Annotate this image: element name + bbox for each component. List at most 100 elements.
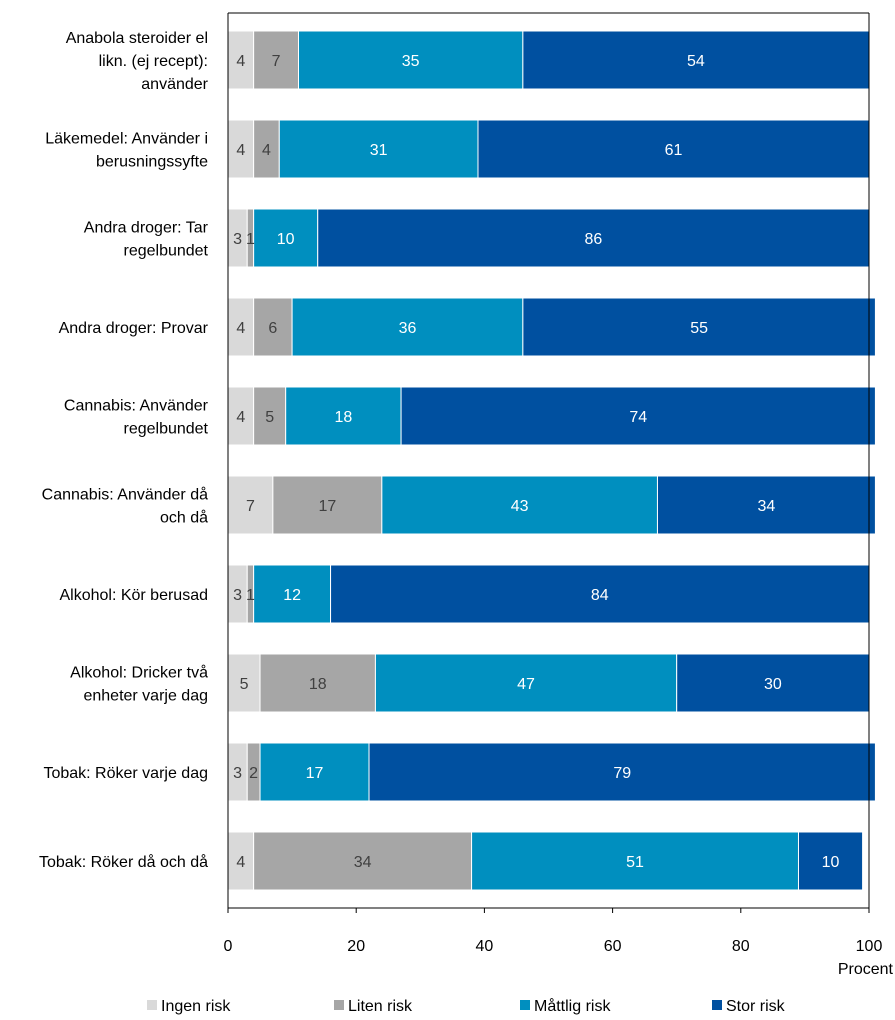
data-label: 4 (236, 854, 245, 871)
x-tick-label: 60 (604, 938, 622, 955)
x-tick-label: 80 (732, 938, 750, 955)
x-tick-label: 40 (476, 938, 494, 955)
data-label: 18 (334, 409, 352, 426)
data-label: 5 (265, 409, 274, 426)
bar-segment (227, 475, 274, 535)
data-label: 74 (629, 409, 647, 426)
data-label: 86 (584, 231, 602, 248)
data-label: 10 (822, 854, 840, 871)
bar-segment (368, 742, 876, 802)
data-label: 35 (402, 53, 420, 70)
bar-segment (227, 119, 255, 179)
data-label: 4 (236, 409, 245, 426)
legend-swatch (147, 1000, 157, 1010)
category-label: Alkohol: Kör berusad (59, 587, 208, 604)
category-label: Cannabis: Använder regelbundet (64, 398, 209, 438)
bar-segment (374, 653, 678, 713)
bar-segment (317, 208, 870, 268)
data-label: 4 (236, 142, 245, 159)
legend-swatch (334, 1000, 344, 1010)
data-label: 34 (758, 498, 776, 515)
legend-group: Ingen risk Liten risk Måttlig risk Stor ris… (147, 997, 786, 1015)
bar-segment (253, 831, 473, 891)
data-label: 4 (262, 142, 271, 159)
data-label: 30 (764, 676, 782, 693)
legend-label: Måttlig risk (534, 997, 611, 1015)
bar-segment (253, 386, 287, 446)
data-label: 79 (613, 765, 631, 782)
bar-segment (330, 564, 870, 624)
data-label: 84 (591, 587, 609, 604)
data-label: 18 (309, 676, 327, 693)
bar-segment (400, 386, 876, 446)
data-label: 17 (306, 765, 324, 782)
data-label: 5 (240, 676, 249, 693)
data-label: 54 (687, 53, 705, 70)
axes-group: 0 20 40 60 80 100 Procent (224, 12, 894, 978)
category-label: Andra droger: Provar (59, 320, 209, 337)
bar-segment (278, 119, 479, 179)
legend-label: Ingen risk (161, 998, 231, 1015)
x-tick-label: 20 (347, 938, 365, 955)
data-label: 6 (268, 320, 277, 337)
data-label: 34 (354, 854, 372, 871)
bar-segment (522, 297, 876, 357)
data-label: 7 (246, 498, 255, 515)
data-label: 4 (236, 53, 245, 70)
data-label: 1 (246, 587, 255, 604)
data-label: 31 (370, 142, 388, 159)
data-label: 2 (249, 765, 258, 782)
bar-segment (253, 564, 332, 624)
bar-segment (477, 119, 870, 179)
legend-swatch (520, 1000, 530, 1010)
data-label: 47 (517, 676, 535, 693)
bar-segment (285, 386, 402, 446)
data-label: 12 (283, 587, 301, 604)
data-label: 3 (233, 587, 242, 604)
data-label: 55 (690, 320, 708, 337)
bar-segment (227, 653, 261, 713)
data-label: 10 (277, 231, 295, 248)
data-label: 61 (665, 142, 683, 159)
category-label: Tobak: Röker varje dag (43, 765, 208, 782)
category-label: Tobak: Röker då och då (39, 853, 208, 871)
data-label: 17 (318, 498, 336, 515)
bar-segment (253, 119, 280, 179)
data-label: 3 (233, 765, 242, 782)
data-label: 51 (626, 854, 644, 871)
bar-segment (298, 30, 524, 90)
legend-swatch (712, 1000, 722, 1010)
category-label: Läkemedel: Använder i berusningssyfte (45, 131, 208, 171)
legend-label: Stor risk (726, 998, 786, 1015)
bar-segment (253, 208, 319, 268)
bar-segment (259, 742, 370, 802)
data-label: 36 (399, 320, 417, 337)
data-label: 1 (246, 231, 255, 248)
bars-group (227, 30, 876, 891)
x-tick-label: 0 (224, 938, 233, 955)
bar-segment (471, 831, 799, 891)
x-axis-title: Procent (838, 961, 894, 978)
data-label: 43 (511, 498, 529, 515)
bar-segment (259, 653, 376, 713)
bar-segment (676, 653, 870, 713)
bar-segment (797, 831, 864, 891)
category-label: Andra droger: Tar regelbundet (84, 220, 209, 260)
category-label: Anabola steroider el likn. (ej recept): an… (66, 30, 209, 93)
data-label: 4 (236, 320, 245, 337)
data-label: 7 (272, 53, 281, 70)
bar-segment (272, 475, 383, 535)
data-labels-group: 4 7 35 544 4 31 613 1 10 864 6 36 554 5 18 747 17 43 343 1 1… (233, 53, 839, 871)
x-tick-label: 100 (856, 938, 883, 955)
data-label: 3 (233, 231, 242, 248)
category-labels-group: Anabola steroider el likn. (ej recept): an… (39, 30, 209, 871)
bar-segment (522, 30, 870, 90)
category-label: Cannabis: Använder då och då (42, 486, 208, 527)
category-label: Alkohol: Dricker två enheter varje dag (70, 664, 208, 705)
legend-label: Liten risk (348, 998, 413, 1015)
bar-segment (656, 475, 876, 535)
bar-segment (253, 30, 300, 90)
bar-segment (253, 297, 293, 357)
